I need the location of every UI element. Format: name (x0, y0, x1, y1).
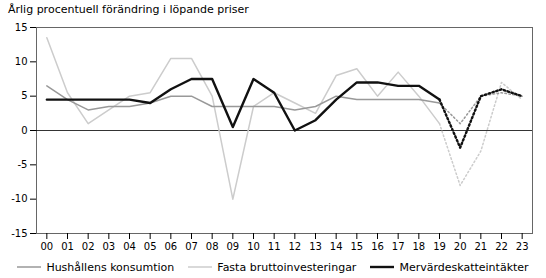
svg-text:10: 10 (247, 241, 260, 252)
svg-text:20: 20 (454, 241, 467, 252)
svg-text:06: 06 (164, 241, 177, 252)
svg-text:04: 04 (123, 241, 136, 252)
svg-text:15: 15 (15, 22, 28, 33)
html-text:Mervärdeskatteintäkter: Mervärdeskatteintäkter (399, 260, 529, 274)
svg-text:00: 00 (40, 241, 53, 252)
svg-text:21: 21 (474, 241, 487, 252)
html-text:Fasta bruttoinvesteringar: Fasta bruttoinvesteringar (217, 260, 357, 274)
svg-text:0: 0 (21, 125, 27, 136)
svg-text:17: 17 (392, 241, 405, 252)
svg-text:05: 05 (144, 241, 157, 252)
svg-text:13: 13 (309, 241, 322, 252)
svg-text:09: 09 (226, 241, 239, 252)
svg-text:-15: -15 (11, 228, 27, 239)
svg-text:11: 11 (268, 241, 281, 252)
svg-text:14: 14 (330, 241, 343, 252)
svg-text:23: 23 (516, 241, 529, 252)
svg-text:07: 07 (185, 241, 198, 252)
svg-text:12: 12 (288, 241, 301, 252)
svg-text:10: 10 (15, 56, 28, 67)
html-text:Årlig procentuell förändring i: Årlig procentuell förändring i löpande p… (8, 3, 249, 16)
svg-text:-10: -10 (11, 193, 27, 204)
svg-text:03: 03 (102, 241, 115, 252)
svg-text:-5: -5 (18, 159, 28, 170)
svg-text:19: 19 (433, 241, 446, 252)
svg-text:22: 22 (495, 241, 508, 252)
html-text:Hushållens konsumtion: Hushållens konsumtion (46, 260, 175, 274)
svg-text:18: 18 (412, 241, 425, 252)
svg-text:15: 15 (350, 241, 363, 252)
svg-text:01: 01 (61, 241, 74, 252)
svg-text:16: 16 (371, 241, 384, 252)
svg-text:02: 02 (82, 241, 95, 252)
svg-text:5: 5 (21, 90, 27, 101)
svg-text:08: 08 (206, 241, 219, 252)
